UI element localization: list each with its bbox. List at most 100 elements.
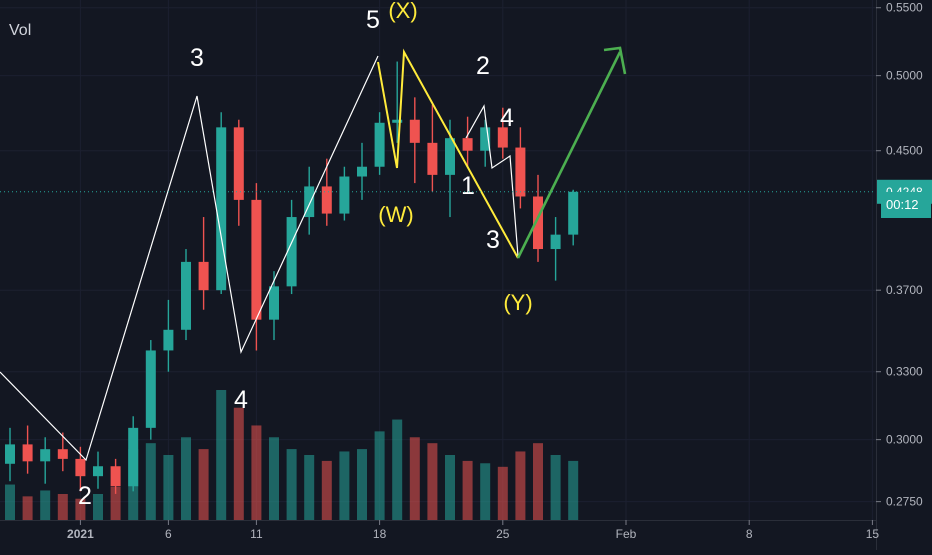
wave-label-white: 4 bbox=[500, 104, 514, 132]
price-tick-label: 0.3700 bbox=[886, 283, 923, 297]
candle bbox=[374, 112, 385, 175]
candle bbox=[181, 249, 191, 341]
price-axis-background bbox=[876, 0, 932, 550]
price-tick-label: 0.5000 bbox=[886, 69, 923, 83]
candle-body bbox=[75, 458, 86, 477]
candle-body bbox=[427, 142, 438, 175]
candle-body bbox=[163, 329, 174, 351]
candle-body bbox=[445, 138, 455, 175]
volume-bar bbox=[321, 460, 332, 520]
volume-bar bbox=[216, 390, 227, 520]
price-tick-label: 0.3000 bbox=[886, 433, 923, 447]
volume-bar bbox=[251, 425, 262, 520]
time-tick-label: 6 bbox=[165, 527, 172, 541]
candle-body bbox=[5, 444, 15, 464]
wave-label-white: 3 bbox=[190, 44, 204, 72]
candle-body bbox=[374, 122, 385, 167]
candle bbox=[339, 166, 350, 221]
price-tick-label: 0.5500 bbox=[886, 1, 923, 15]
time-axis-background bbox=[0, 520, 876, 550]
candle bbox=[251, 183, 262, 351]
candle-body bbox=[304, 186, 315, 218]
candle-body bbox=[93, 466, 103, 477]
volume-bar bbox=[462, 460, 473, 520]
candle bbox=[392, 61, 403, 143]
candle bbox=[568, 189, 579, 246]
volume-bar bbox=[145, 443, 156, 520]
candle bbox=[40, 437, 51, 484]
candle bbox=[357, 142, 367, 200]
candle-body bbox=[145, 350, 156, 428]
sub-wave-line bbox=[465, 104, 519, 257]
volume-bar bbox=[233, 407, 244, 520]
candle bbox=[462, 116, 473, 167]
volume-bar bbox=[497, 466, 508, 520]
wave-label-yellow: (W) bbox=[378, 202, 413, 227]
candle-body bbox=[480, 127, 491, 151]
volume-bar bbox=[198, 449, 209, 520]
time-tick-label: 25 bbox=[496, 527, 510, 541]
candle-body bbox=[233, 127, 244, 200]
time-tick-label: 18 bbox=[373, 527, 387, 541]
volume-bar bbox=[550, 455, 561, 520]
candle bbox=[427, 104, 438, 192]
volume-bar bbox=[374, 431, 385, 520]
volume-bar bbox=[357, 449, 367, 520]
volume-bar bbox=[533, 443, 543, 520]
candle bbox=[145, 340, 156, 440]
volume-bar bbox=[181, 437, 191, 520]
projection-arrow-line bbox=[516, 51, 622, 259]
volume-bar bbox=[269, 437, 279, 520]
candle-body bbox=[357, 166, 367, 177]
candles bbox=[5, 61, 579, 494]
volume-bars bbox=[5, 390, 579, 520]
candle bbox=[480, 119, 491, 167]
candle bbox=[286, 199, 297, 295]
candle-body bbox=[110, 466, 121, 487]
candle bbox=[304, 166, 315, 235]
candle-body bbox=[550, 234, 561, 250]
price-tick-label: 0.3300 bbox=[886, 365, 923, 379]
time-tick-label: 2021 bbox=[67, 527, 94, 541]
volume-bar bbox=[5, 484, 15, 520]
candle-body bbox=[22, 444, 33, 462]
volume-bar bbox=[163, 455, 174, 520]
candle bbox=[269, 271, 279, 341]
candle bbox=[497, 107, 508, 159]
candle-body bbox=[286, 217, 297, 287]
volume-bar bbox=[57, 494, 68, 520]
wave-label-white: 2 bbox=[78, 482, 92, 510]
candle bbox=[163, 299, 174, 372]
candle-body bbox=[515, 147, 526, 197]
candle-body bbox=[392, 119, 403, 123]
candle-body bbox=[409, 119, 420, 143]
candle-body bbox=[198, 261, 209, 291]
candle bbox=[57, 432, 68, 472]
price-tick-label: 0.2750 bbox=[886, 495, 923, 509]
candle-body bbox=[40, 449, 51, 462]
candle-body bbox=[497, 127, 508, 148]
wave-drawings bbox=[0, 46, 627, 462]
wave-label-white: 3 bbox=[486, 226, 500, 254]
candle-body bbox=[128, 427, 139, 487]
volume-indicator-label: Vol bbox=[9, 22, 32, 39]
bar-countdown: 00:12 bbox=[881, 192, 931, 218]
volume-bar bbox=[427, 443, 438, 520]
candle bbox=[5, 427, 15, 482]
candle-body bbox=[269, 286, 279, 320]
volume-bar bbox=[515, 451, 526, 520]
volume-bar bbox=[304, 455, 315, 520]
candle-body bbox=[339, 176, 350, 214]
volume-bar bbox=[445, 455, 455, 520]
candle bbox=[93, 451, 103, 489]
volume-bar bbox=[75, 498, 86, 520]
candle-body bbox=[321, 186, 332, 214]
wave-label-white: 4 bbox=[234, 386, 248, 414]
candle-body bbox=[251, 199, 262, 320]
correction-wave-line bbox=[377, 48, 519, 259]
candle bbox=[22, 425, 33, 474]
price-tick-label: 0.4500 bbox=[886, 144, 923, 158]
candle bbox=[233, 119, 244, 226]
